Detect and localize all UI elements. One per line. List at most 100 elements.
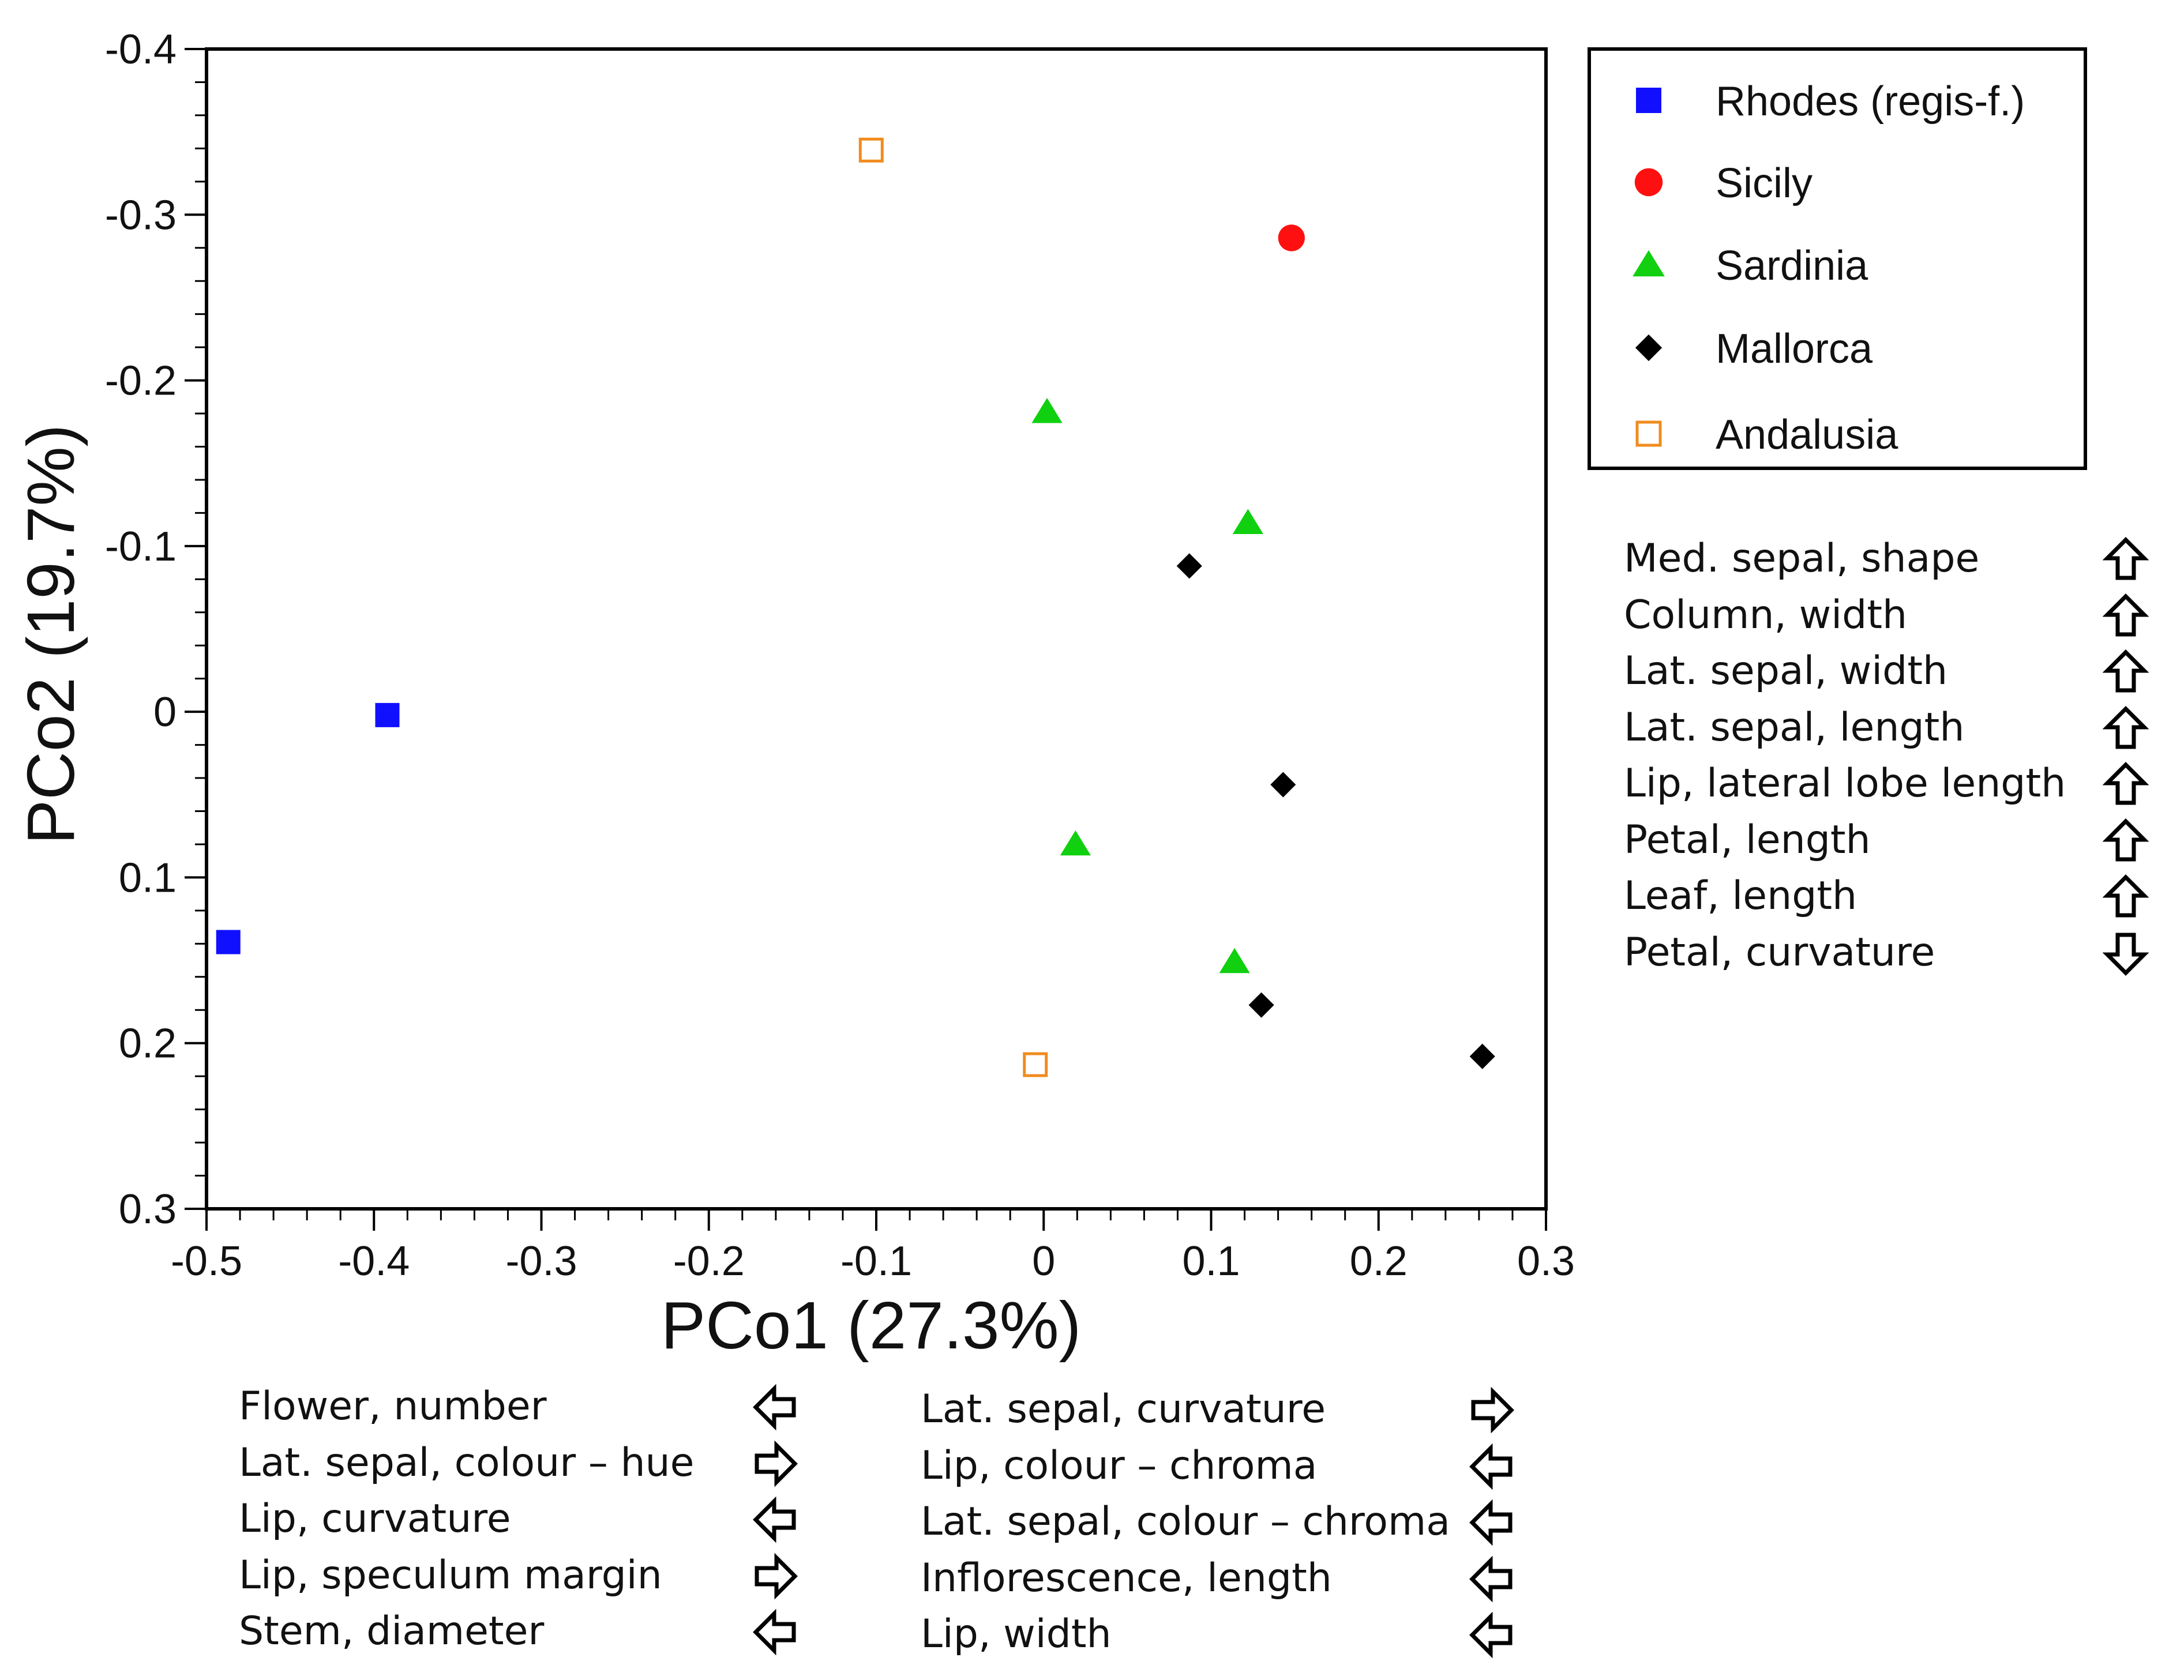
variable-row: Inflorescence, length xyxy=(921,1550,1532,1607)
legend-marker-shape xyxy=(1636,88,1661,113)
x-tick-label: 0.2 xyxy=(1350,1238,1408,1284)
legend-marker-shape xyxy=(1635,334,1663,362)
variable-row: Flower, number xyxy=(239,1378,816,1435)
plot-frame xyxy=(205,47,1548,1211)
arrow-shape xyxy=(755,1553,798,1599)
arrow-up-icon xyxy=(2103,874,2149,918)
arrow-up-icon xyxy=(2103,705,2149,749)
variable-row: Lat. sepal, curvature xyxy=(921,1381,1532,1438)
arrow-up-icon xyxy=(2103,649,2149,693)
pco2-variable-list: Med. sepal, shape Column, width Lat. sepal… xyxy=(1624,531,2172,992)
data-point-mallorca xyxy=(1469,1043,1495,1069)
variable-label: Lip, width xyxy=(921,1611,1112,1657)
variable-row: Column, width xyxy=(1624,587,2172,644)
variable-label: Lat. sepal, colour – hue xyxy=(239,1440,695,1486)
y-tick-label: -0.3 xyxy=(105,192,177,238)
variable-label: Lat. sepal, colour – chroma xyxy=(921,1499,1450,1544)
arrow-shape xyxy=(2103,593,2149,636)
data-point-andalusia xyxy=(858,137,884,163)
variable-row: Lip, speculum margin xyxy=(239,1547,816,1604)
x-tick-label: -0.2 xyxy=(673,1238,745,1284)
x-tick-label: -0.5 xyxy=(171,1238,242,1284)
arrow-shape xyxy=(1469,1443,1513,1490)
legend-marker-shape xyxy=(1635,420,1662,447)
legend-item: Mallorca xyxy=(1591,313,2084,382)
variable-label: Lat. sepal, length xyxy=(1624,704,1965,750)
arrow-shape xyxy=(2103,762,2149,805)
variable-label: Column, width xyxy=(1624,592,1908,638)
y-tick-label: -0.1 xyxy=(105,524,177,570)
variable-row: Leaf, length xyxy=(1624,868,2172,924)
y-tick-label: -0.4 xyxy=(105,27,177,73)
legend-marker-icon xyxy=(1634,168,1663,197)
variable-row: Med. sepal, shape xyxy=(1624,531,2172,587)
arrow-left-icon xyxy=(1469,1443,1513,1490)
arrow-right-icon xyxy=(1471,1387,1514,1433)
arrow-shape xyxy=(2103,874,2149,918)
variable-label: Lip, colour – chroma xyxy=(921,1442,1318,1489)
x-tick-label: -0.4 xyxy=(338,1238,410,1284)
data-point-sicily xyxy=(1278,224,1305,251)
arrow-up-icon xyxy=(2103,593,2149,636)
arrow-shape xyxy=(753,1384,796,1430)
arrow-left-icon xyxy=(1469,1555,1513,1602)
legend-marker-icon xyxy=(1635,420,1662,447)
arrow-left-icon xyxy=(1469,1612,1513,1658)
variable-label: Inflorescence, length xyxy=(921,1555,1332,1601)
variable-row: Lat. sepal, colour – hue xyxy=(239,1435,816,1491)
plot-area: -0.5 -0.4 -0.3 -0.2 -0.1 0 0.1 0.2 0.3 -0.4 -0.3 -0… xyxy=(105,27,1575,1284)
y-tick-label: -0.2 xyxy=(105,358,177,404)
arrow-left-icon xyxy=(753,1384,796,1430)
x-axis-label: PCo1 (27.3%) xyxy=(661,1288,1082,1363)
legend-marker-shape xyxy=(1634,168,1663,197)
variable-label: Lip, curvature xyxy=(239,1496,511,1542)
variable-label: Flower, number xyxy=(239,1384,547,1429)
arrow-shape xyxy=(2103,933,2149,976)
arrow-shape xyxy=(1469,1555,1513,1602)
y-tick-label: 0.2 xyxy=(119,1021,177,1067)
variable-row: Lat. sepal, length xyxy=(1624,700,2172,756)
variable-label: Lat. sepal, curvature xyxy=(921,1386,1326,1432)
arrow-right-icon xyxy=(755,1440,798,1487)
arrow-down-icon xyxy=(2103,933,2149,976)
arrow-shape xyxy=(753,1497,796,1543)
arrow-right-icon xyxy=(755,1553,798,1599)
legend-label: Andalusia xyxy=(1716,412,1898,458)
y-axis-label: PCo2 (19.7%) xyxy=(13,424,88,845)
x-tick-label: -0.1 xyxy=(840,1238,912,1284)
legend-label: Sicily xyxy=(1716,160,1813,206)
arrow-shape xyxy=(1469,1612,1513,1658)
y-tick-label: 0.1 xyxy=(119,855,177,901)
arrow-up-icon xyxy=(2103,762,2149,805)
pco1-variable-list-left: Flower, number Lat. sepal, colour – hue Li… xyxy=(239,1378,816,1667)
data-point-sardinia xyxy=(1060,830,1091,856)
arrow-shape xyxy=(753,1609,796,1655)
variable-row: Lat. sepal, colour – chroma xyxy=(921,1494,1532,1550)
variable-row: Lip, curvature xyxy=(239,1491,816,1547)
legend-item: Sardinia xyxy=(1591,230,2084,299)
arrow-shape xyxy=(1471,1387,1514,1433)
arrow-shape xyxy=(2103,537,2149,580)
variable-label: Med. sepal, shape xyxy=(1624,536,1980,581)
data-point-mallorca xyxy=(1270,772,1296,798)
y-tick-label: 0 xyxy=(153,689,177,735)
arrow-left-icon xyxy=(1469,1499,1513,1546)
legend-item: Andalusia xyxy=(1591,399,2084,468)
data-point-mallorca xyxy=(1176,553,1202,579)
legend: Rhodes (regis-f.) Sicily Sardinia Mallorca A… xyxy=(1588,47,2087,470)
data-point-rhodes-regis-f xyxy=(375,702,400,727)
arrow-shape xyxy=(2103,649,2149,693)
arrow-shape xyxy=(755,1440,798,1487)
variable-row: Lip, colour – chroma xyxy=(921,1438,1532,1494)
x-tick-label: 0.1 xyxy=(1182,1238,1240,1284)
pco1-variable-list-right: Lat. sepal, curvature Lip, colour – chrom… xyxy=(921,1381,1532,1670)
legend-marker-icon xyxy=(1635,334,1663,362)
variable-row: Lat. sepal, width xyxy=(1624,643,2172,700)
x-tick-label: 0.3 xyxy=(1517,1238,1575,1284)
variable-label: Stem, diameter xyxy=(239,1608,545,1654)
variable-label: Leaf, length xyxy=(1624,873,1857,919)
variable-label: Lip, speculum margin xyxy=(239,1552,662,1598)
x-tick-label: -0.3 xyxy=(505,1238,577,1284)
variable-label: Petal, curvature xyxy=(1624,929,1935,975)
